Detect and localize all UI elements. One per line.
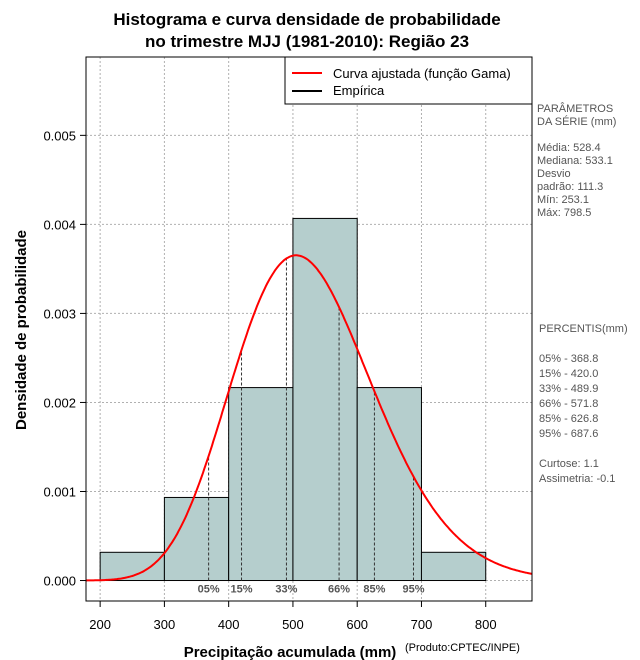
x-tick-label-0: 200 [89, 617, 111, 632]
x-axis-label: Precipitação acumulada (mm) [184, 644, 397, 660]
param-line-8: Máx: 798.5 [537, 207, 591, 219]
x-axis-ticks: 200 300 400 500 600 700 800 [89, 601, 497, 632]
x-tick-label-4: 600 [346, 617, 368, 632]
percentile-label-0: 05% [198, 584, 220, 596]
percentil-line-2: 05% - 368.8 [539, 353, 598, 365]
y-tick-label-1: 0.001 [43, 484, 76, 499]
param-line-5: Desvio [537, 168, 571, 180]
x-tick-label-6: 800 [475, 617, 497, 632]
histogram-bar-3 [292, 217, 358, 582]
percentile-label-1: 15% [231, 584, 253, 596]
percentile-label-2: 33% [275, 584, 297, 596]
x-tick-label-2: 400 [218, 617, 240, 632]
param-line-0: PARÂMETROS [537, 102, 613, 115]
param-line-6: padrão: 111.3 [537, 181, 603, 193]
percentil-line-4: 33% - 489.9 [539, 383, 598, 395]
percentil-line-5: 66% - 571.8 [539, 398, 598, 410]
histogram-bars [99, 217, 487, 582]
y-tick-label-4: 0.004 [43, 217, 76, 232]
x-tick-label-3: 500 [282, 617, 304, 632]
y-tick-label-3: 0.003 [43, 306, 76, 321]
y-tick-label-0: 0.000 [43, 574, 76, 589]
y-tick-label-5: 0.005 [43, 128, 76, 143]
percentil-line-7: 95% - 687.6 [539, 428, 598, 440]
legend: Curva ajustada (função Gama) Empírica [284, 56, 533, 105]
percentile-label-5: 95% [402, 584, 424, 596]
histogram-bar-4 [356, 387, 422, 582]
y-tick-label-2: 0.002 [43, 395, 76, 410]
y-axis-label: Densidade de probabilidade [13, 230, 30, 430]
percentile-markers: 05% 15% 33% 66% 85% 95% [198, 258, 425, 596]
percentil-line-9: Curtose: 1.1 [539, 458, 599, 470]
percentiles-panel: PERCENTIS(mm) 05% - 368.8 15% - 420.0 33% -… [539, 323, 628, 485]
product-credit: (Produto:CPTEC/INPE) [405, 642, 520, 654]
param-line-3: Média: 528.4 [537, 142, 601, 154]
histogram-bar-5 [420, 551, 487, 582]
x-tick-label-1: 300 [154, 617, 176, 632]
percentil-line-10: Assimetria: -0.1 [539, 473, 615, 485]
legend-entry-curve: Curva ajustada (função Gama) [333, 66, 511, 81]
percentile-label-4: 85% [363, 584, 385, 596]
series-parameters-panel: PARÂMETROS DA SÉRIE (mm) Média: 528.4Medi… [537, 102, 616, 219]
chart-title-line-1: Histograma e curva densidade de probabil… [113, 10, 500, 29]
fitted-gamma-curve [85, 254, 533, 582]
percentil-line-0: PERCENTIS(mm) [539, 323, 628, 335]
param-line-7: Mín: 253.1 [537, 194, 589, 206]
legend-entry-empirical: Empírica [333, 83, 385, 98]
chart-title-line-2: no trimestre MJJ (1981-2010): Região 23 [145, 32, 469, 51]
param-line-1: DA SÉRIE (mm) [537, 115, 616, 128]
percentile-label-3: 66% [328, 584, 350, 596]
percentil-line-3: 15% - 420.0 [539, 368, 598, 380]
histogram-bar-2 [228, 387, 294, 582]
param-line-4: Mediana: 533.1 [537, 155, 613, 167]
legend-box [284, 56, 533, 105]
percentil-line-6: 85% - 626.8 [539, 413, 598, 425]
x-tick-label-5: 700 [411, 617, 433, 632]
y-axis-ticks: 0.000 0.001 0.002 0.003 0.004 0.005 [43, 128, 86, 589]
